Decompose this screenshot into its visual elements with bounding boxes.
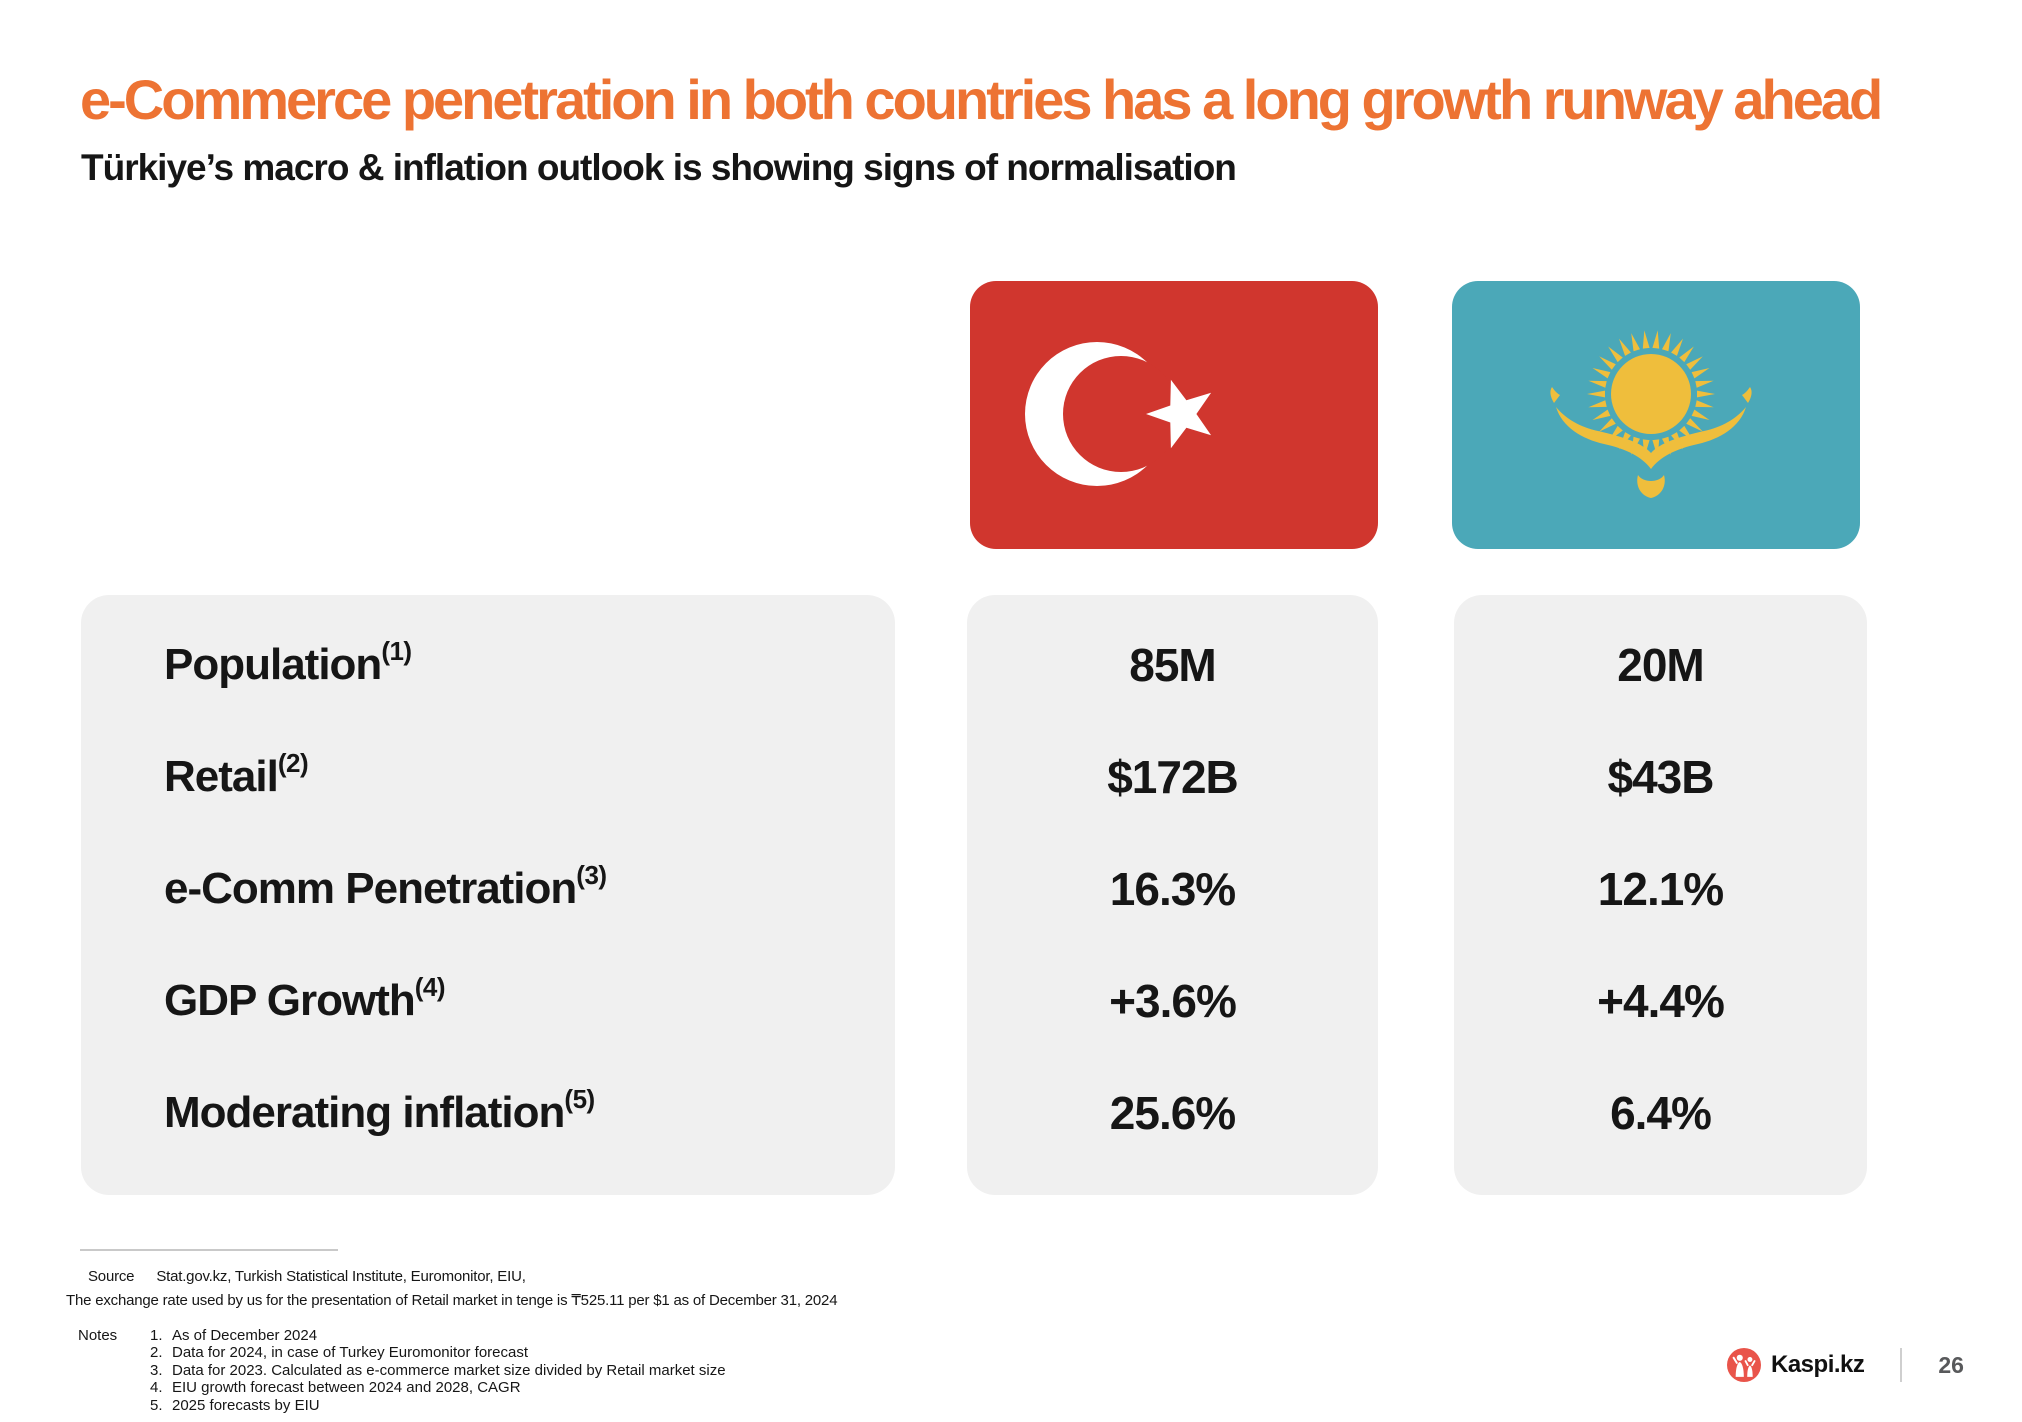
- note-line: 5. 2025 forecasts by EIU: [150, 1397, 726, 1414]
- footnote-divider: [80, 1249, 338, 1251]
- turkiye-flag: [970, 281, 1378, 549]
- metric-label: GDP Growth: [164, 976, 416, 1025]
- metric-label-row: e-Comm Penetration (3): [81, 833, 895, 945]
- kazakhstan-flag: [1452, 281, 1860, 549]
- brand-divider: [1900, 1348, 1903, 1382]
- notes-list: 1. As of December 2024 2. Data for 2024, in…: [150, 1327, 726, 1414]
- kazakhstan-value: 12.1%: [1597, 863, 1724, 915]
- source-label: Source: [88, 1268, 135, 1285]
- metric-footnote-ref: (2): [277, 747, 309, 778]
- note-text: EIU growth forecast between 2024 and 202…: [172, 1379, 521, 1397]
- metric-label: Retail: [164, 752, 279, 801]
- turkiye-values-panel: 85M $172B 16.3% +3.6% 25.6%: [967, 595, 1378, 1195]
- note-line: 4. EIU growth forecast between 2024 and 2…: [150, 1379, 726, 1396]
- kazakhstan-values-panel: 20M $43B 12.1% +4.4% 6.4%: [1454, 595, 1867, 1195]
- note-text: Data for 2024, in case of Turkey Euromon…: [172, 1344, 529, 1362]
- note-text: As of December 2024: [172, 1327, 318, 1344]
- metric-label: e-Comm Penetration: [164, 864, 577, 913]
- metric-footnote-ref: (3): [576, 859, 607, 890]
- metric-footnote-ref: (4): [414, 971, 446, 1002]
- note-text: 2025 forecasts by EIU: [172, 1396, 320, 1414]
- metric-label-row: Moderating inflation (5): [81, 1057, 895, 1169]
- metric-label-row: Retail (2): [81, 721, 895, 833]
- turkiye-value: 16.3%: [1109, 863, 1236, 915]
- note-line: 2. Data for 2024, in case of Turkey Eurom…: [150, 1344, 726, 1361]
- kaspi-logo-icon: [1727, 1348, 1761, 1382]
- turkiye-value: 25.6%: [1109, 1087, 1236, 1139]
- page-number: 26: [1938, 1351, 1964, 1378]
- note-number: 4.: [150, 1379, 163, 1397]
- turkiye-value: 85M: [1129, 639, 1216, 691]
- metric-footnote-ref: (5): [564, 1083, 595, 1114]
- note-line: 1. As of December 2024: [150, 1327, 726, 1344]
- note-number: 1.: [150, 1327, 163, 1344]
- kazakhstan-flag-icon: [1452, 281, 1860, 549]
- kazakhstan-value: 6.4%: [1610, 1087, 1712, 1139]
- note-number: 2.: [150, 1344, 163, 1362]
- metric-footnote-ref: (1): [381, 635, 412, 666]
- metrics-label-panel: Population (1) Retail (2) e-Comm Penetration…: [81, 595, 895, 1195]
- turkiye-value: $172B: [1107, 751, 1239, 803]
- note-number: 3.: [150, 1361, 163, 1379]
- kazakhstan-value: +4.4%: [1597, 975, 1725, 1027]
- note-text: Data for 2023. Calculated as e-commerce …: [172, 1361, 726, 1379]
- note-number: 5.: [150, 1396, 163, 1414]
- metric-label: Moderating inflation: [164, 1088, 565, 1137]
- page-subtitle: Türkiye’s macro & inflation outlook is s…: [81, 147, 1237, 188]
- exchange-rate-note: The exchange rate used by us for the pre…: [66, 1292, 838, 1309]
- source-text: Stat.gov.kz, Turkish Statistical Institu…: [156, 1268, 526, 1285]
- metric-label-row: GDP Growth (4): [81, 945, 895, 1057]
- steppe-eagle-icon: [1550, 387, 1752, 498]
- page-title: e-Commerce penetration in both countries…: [80, 68, 1883, 131]
- kazakhstan-value: 20M: [1617, 639, 1704, 691]
- kazakhstan-value: $43B: [1607, 751, 1715, 803]
- source-line: Source Stat.gov.kz, Turkish Statistical I…: [88, 1268, 526, 1285]
- turkiye-value: +3.6%: [1109, 975, 1237, 1027]
- metric-label: Population: [164, 640, 382, 689]
- metric-label-row: Population (1): [81, 609, 895, 721]
- brand-name: Kaspi.kz: [1771, 1351, 1865, 1378]
- note-line: 3. Data for 2023. Calculated as e-commerc…: [150, 1362, 726, 1379]
- notes-label: Notes: [78, 1327, 118, 1344]
- brand-footer: Kaspi.kz 26: [1727, 1348, 1964, 1382]
- turkiye-flag-icon: [970, 281, 1378, 549]
